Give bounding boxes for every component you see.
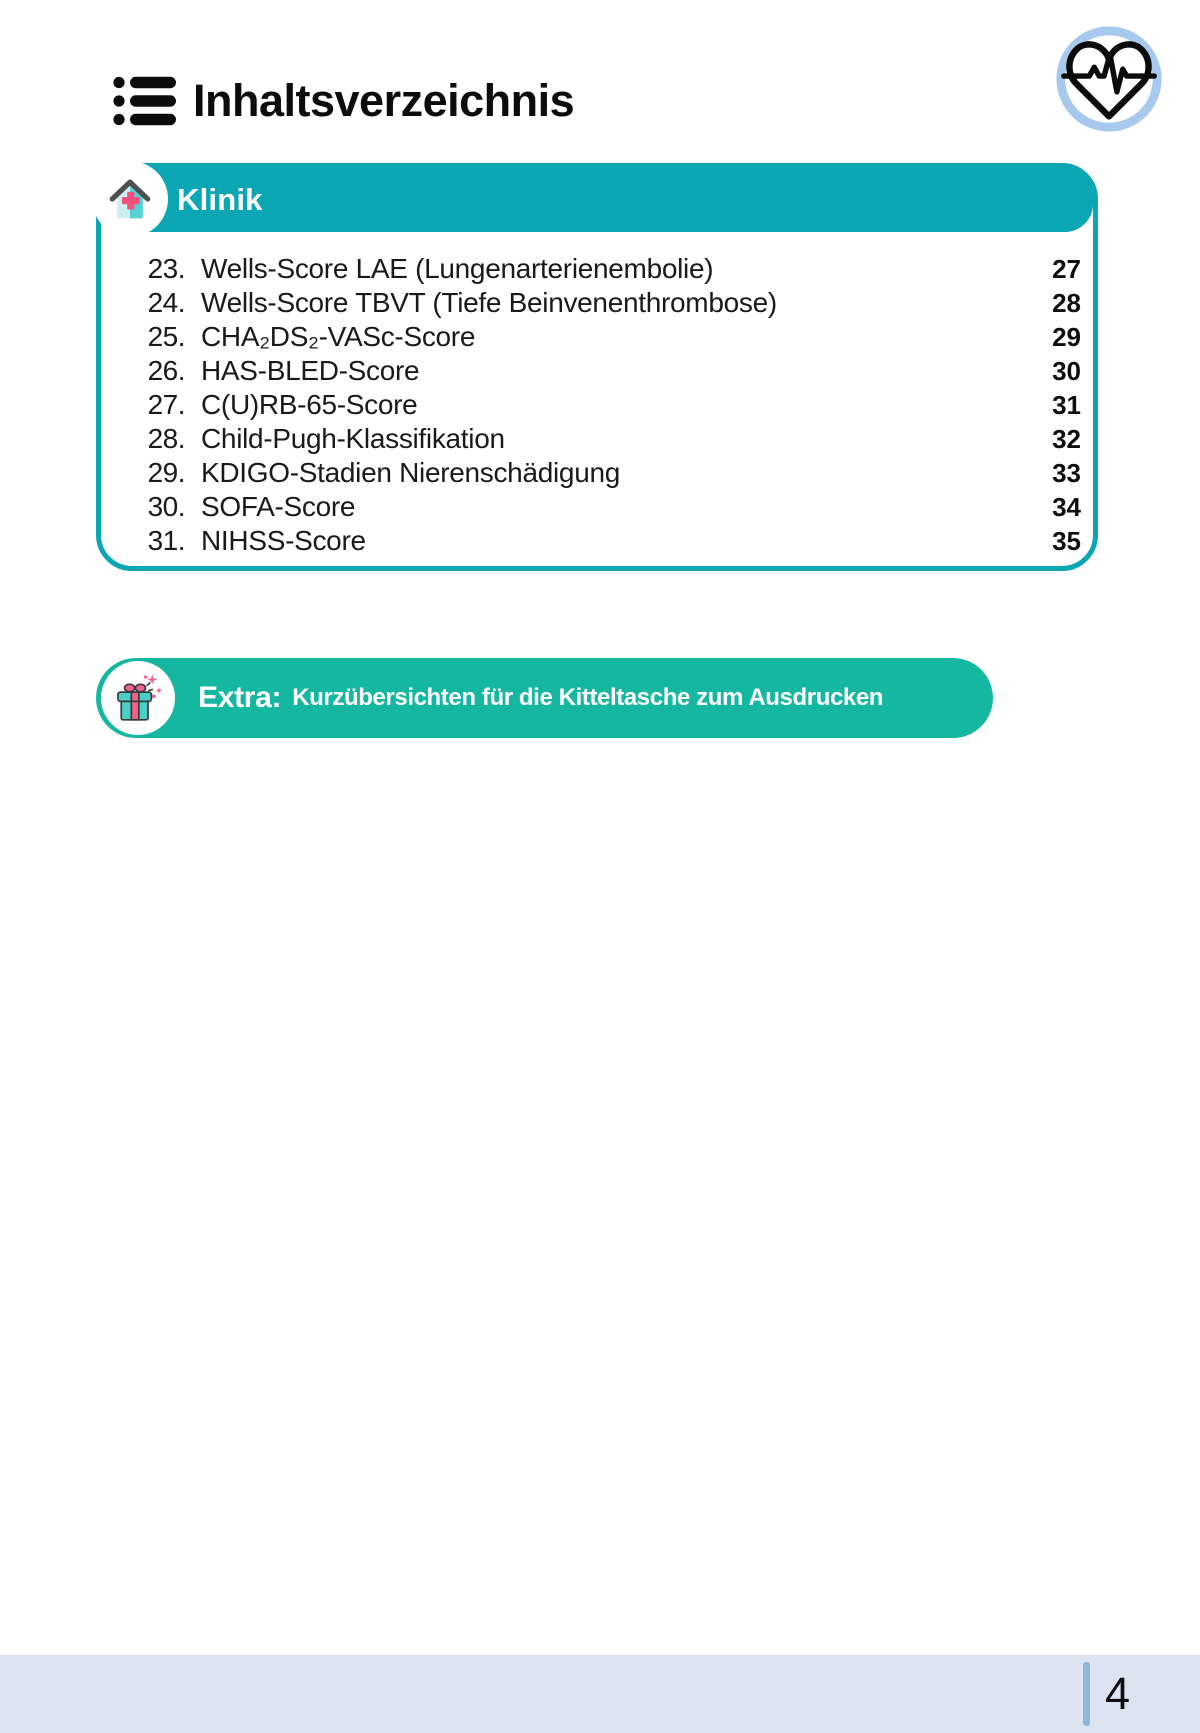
toc-item-number: 29. — [147, 457, 186, 488]
toc-item-page: 34 — [1052, 491, 1081, 522]
toc-row[interactable]: 30. SOFA-Score 34 — [137, 490, 1081, 524]
extra-description: Kurzübersichten für die Kitteltasche zum… — [292, 684, 884, 711]
toc-row[interactable]: 23. Wells-Score LAE (Lungenarterienemboli… — [137, 252, 1081, 286]
toc-row[interactable]: 31. NIHSS-Score 35 — [137, 524, 1081, 558]
klinik-section-title: Klinik — [177, 182, 263, 217]
toc-item-page: 30 — [1052, 355, 1081, 386]
toc-item-page: 29 — [1052, 321, 1081, 352]
toc-item-label: CHA₂DS₂-VASc-Score — [201, 321, 476, 352]
toc-item-page: 28 — [1052, 287, 1081, 318]
list-icon — [113, 74, 177, 128]
toc-item-number: 28. — [147, 423, 186, 454]
toc-item-label: SOFA-Score — [201, 491, 356, 522]
toc-item-number: 23. — [147, 253, 186, 284]
gift-icon — [101, 661, 175, 735]
toc-item-number: 30. — [147, 491, 186, 522]
toc-item-label: Child-Pugh-Klassifikation — [201, 423, 505, 454]
toc-list: 23. Wells-Score LAE (Lungenarterienemboli… — [101, 252, 1093, 558]
toc-item-number: 25. — [147, 321, 186, 352]
toc-item-label: KDIGO-Stadien Nierenschädigung — [201, 457, 621, 488]
toc-item-label: HAS-BLED-Score — [201, 355, 420, 386]
toc-row[interactable]: 24. Wells-Score TBVT (Tiefe Beinvenenthro… — [137, 286, 1081, 320]
page-header: Inhaltsverzeichnis — [113, 74, 575, 128]
klinik-section: Klinik 23. Wells-Score LAE (Lungenarterie… — [92, 161, 1098, 571]
toc-item-page: 32 — [1052, 423, 1081, 454]
footer-divider — [1083, 1662, 1090, 1726]
toc-item-page: 35 — [1052, 525, 1081, 556]
toc-item-number: 26. — [147, 355, 186, 386]
toc-row[interactable]: 28. Child-Pugh-Klassifikation 32 — [137, 422, 1081, 456]
toc-item-label: Wells-Score LAE (Lungenarterienembolie) — [201, 253, 714, 284]
toc-item-label: NIHSS-Score — [201, 525, 366, 556]
page-footer: 4 — [0, 1655, 1200, 1733]
extra-label: Extra: — [198, 681, 282, 714]
toc-row[interactable]: 25. CHA₂DS₂-VASc-Score 29 — [137, 320, 1081, 354]
toc-item-page: 27 — [1052, 253, 1081, 284]
toc-row[interactable]: 29. KDIGO-Stadien Nierenschädigung 33 — [137, 456, 1081, 490]
toc-item-label: C(U)RB-65-Score — [201, 389, 418, 420]
heartbeat-icon — [1050, 20, 1168, 138]
toc-item-label: Wells-Score TBVT (Tiefe Beinvenenthrombo… — [201, 287, 777, 318]
toc-item-number: 31. — [147, 525, 186, 556]
extra-banner[interactable]: Extra: Kurzübersichten für die Kitteltas… — [96, 658, 993, 738]
toc-row[interactable]: 27. C(U)RB-65-Score 31 — [137, 388, 1081, 422]
toc-item-page: 31 — [1052, 389, 1081, 420]
clinic-house-icon — [92, 161, 168, 237]
toc-item-number: 24. — [147, 287, 186, 318]
page-number: 4 — [1104, 1668, 1130, 1719]
extra-banner-text: Extra: Kurzübersichten für die Kitteltas… — [198, 658, 977, 738]
klinik-header: Klinik — [92, 161, 1093, 237]
toc-item-page: 33 — [1052, 457, 1081, 488]
page-title: Inhaltsverzeichnis — [193, 75, 575, 126]
toc-item-number: 27. — [147, 389, 186, 420]
toc-row[interactable]: 26. HAS-BLED-Score 30 — [137, 354, 1081, 388]
